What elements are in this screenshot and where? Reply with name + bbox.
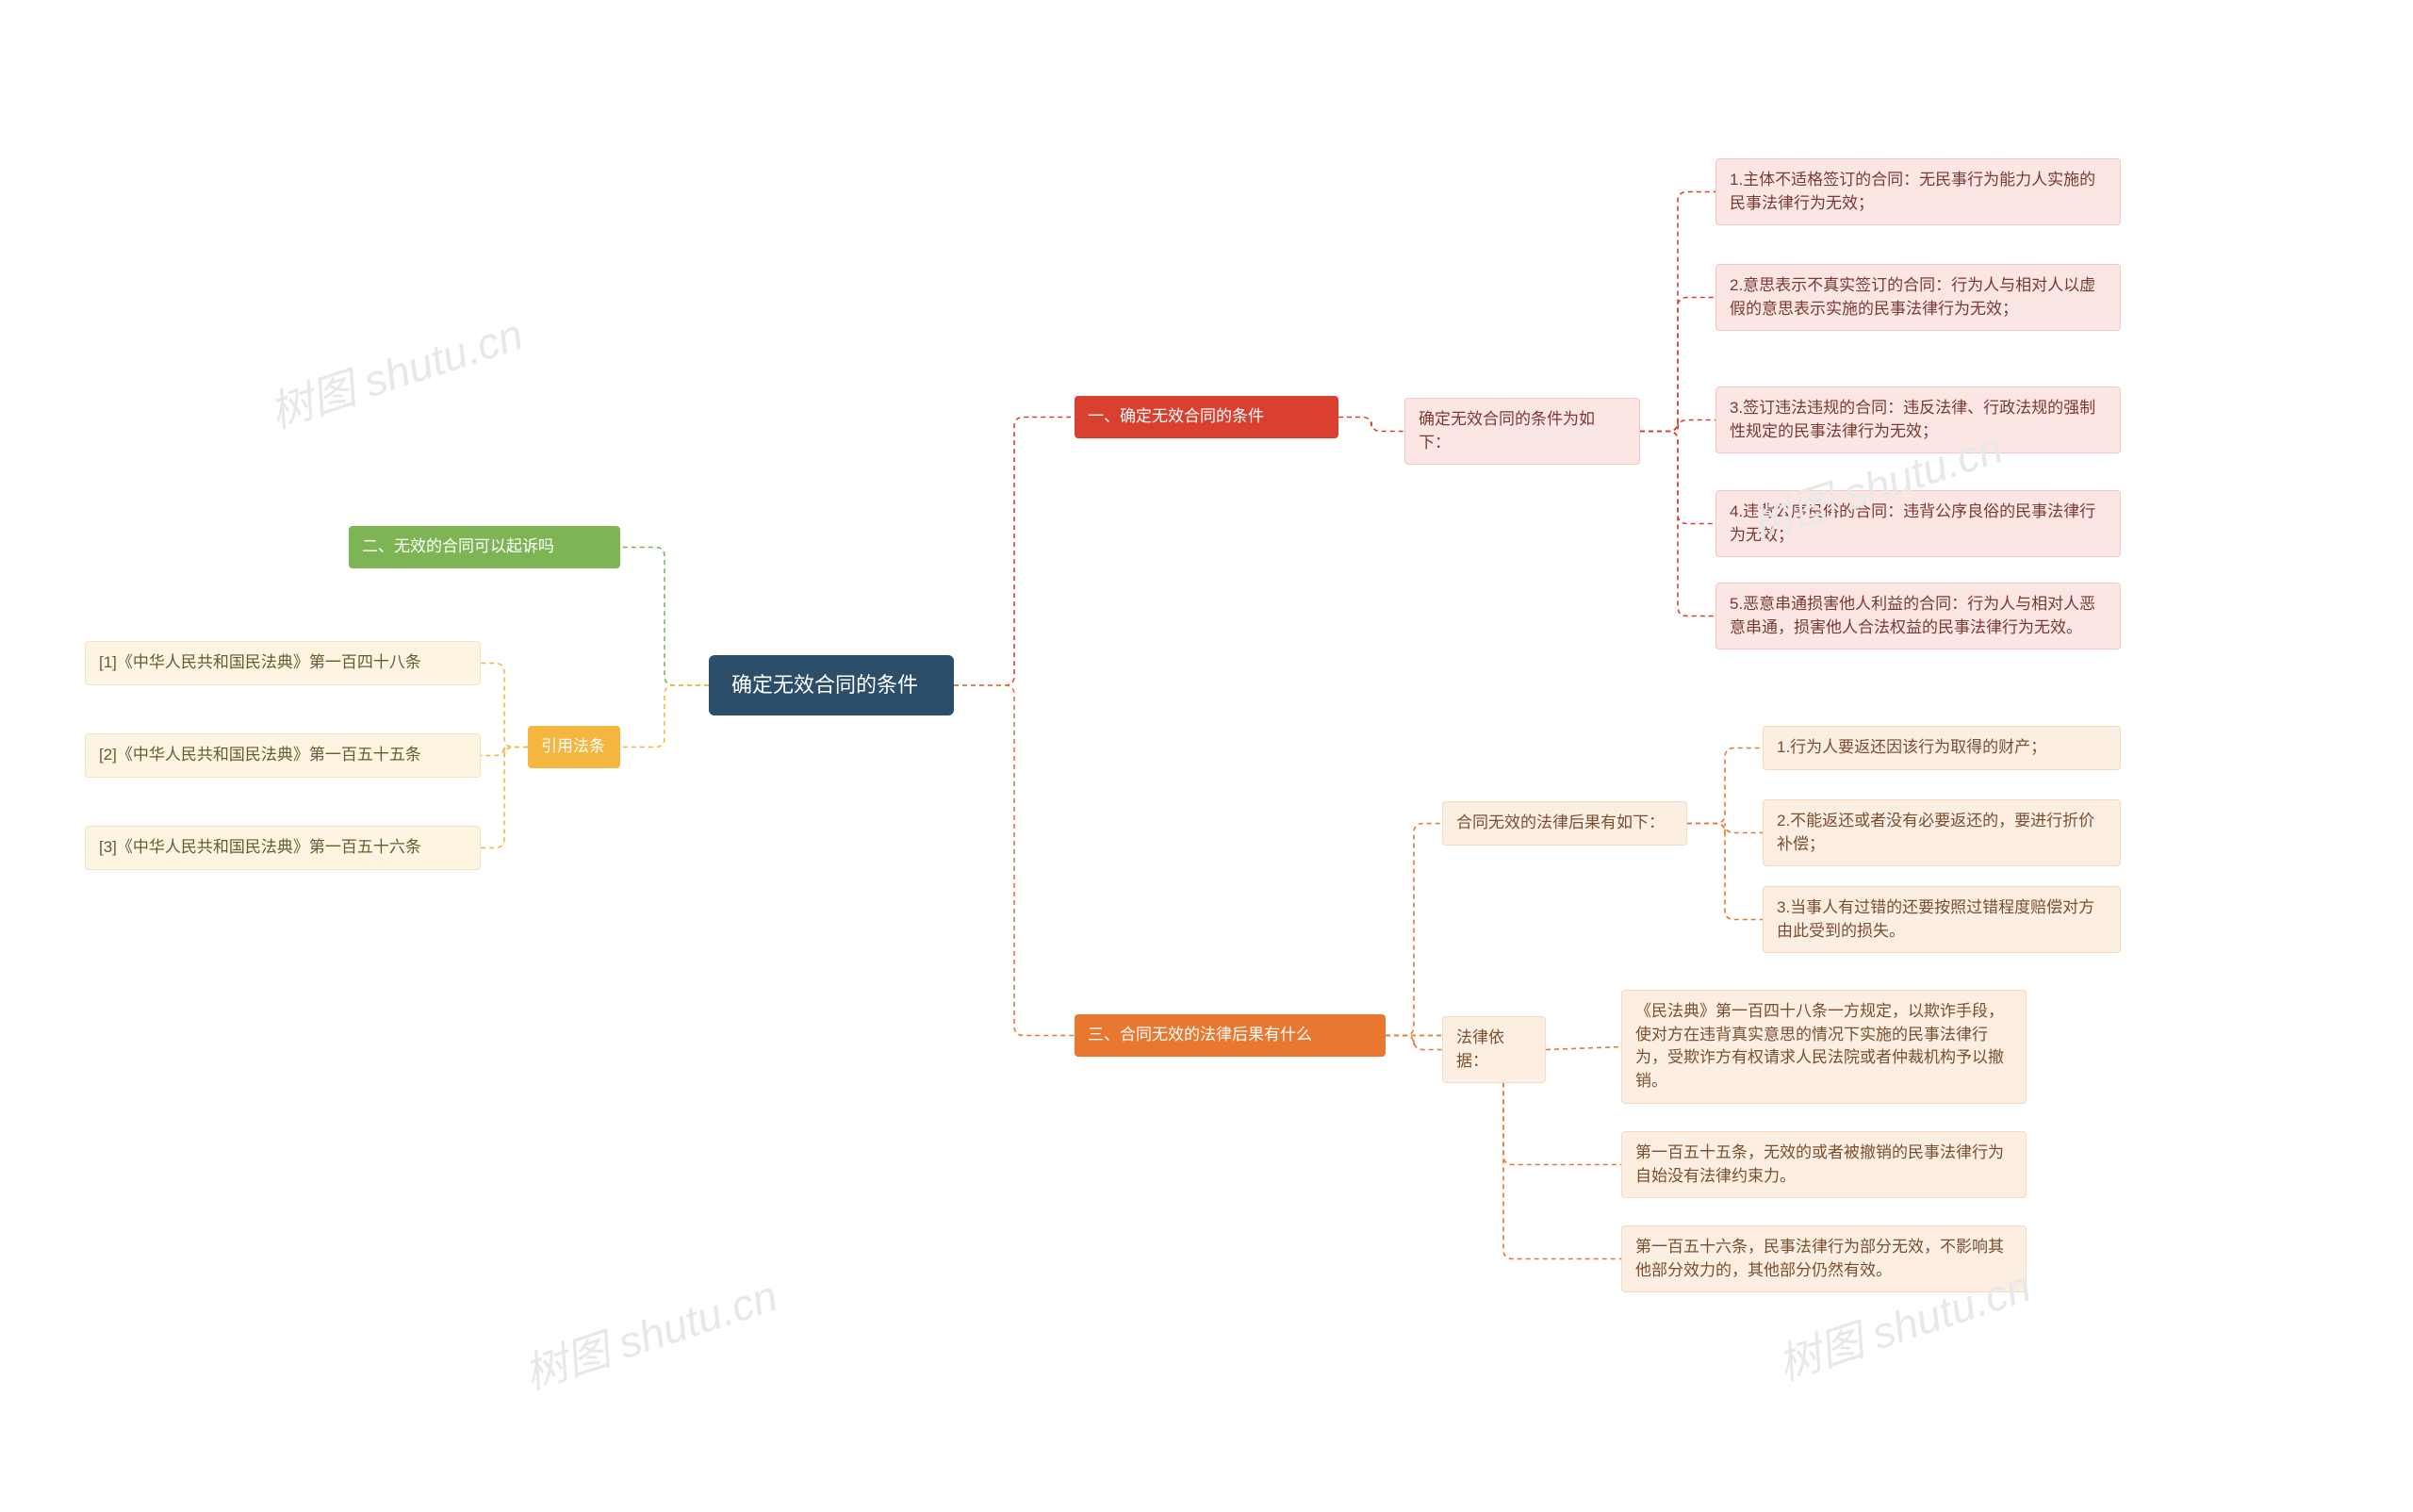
branch-1: 一、确定无效合同的条件	[1075, 396, 1338, 438]
b1-item-5: 5.恶意串通损害他人利益的合同：行为人与相对人恶意串通，损害他人合法权益的民事法…	[1715, 583, 2121, 649]
b3-sub1: 合同无效的法律后果有如下：	[1442, 801, 1687, 846]
b1-item-3: 3.签订违法违规的合同：违反法律、行政法规的强制性规定的民事法律行为无效；	[1715, 386, 2121, 453]
b3-sub2-item-2: 第一百五十五条，无效的或者被撤销的民事法律行为自始没有法律约束力。	[1621, 1131, 2027, 1198]
ref-item-3: [3]《中华人民共和国民法典》第一百五十六条	[85, 826, 481, 870]
b3-sub1-item-2: 2.不能返还或者没有必要返还的，要进行折价补偿；	[1763, 799, 2121, 866]
ref-item-2: [2]《中华人民共和国民法典》第一百五十五条	[85, 733, 481, 778]
b3-sub2-item-3: 第一百五十六条，民事法律行为部分无效，不影响其他部分效力的，其他部分仍然有效。	[1621, 1225, 2027, 1292]
branch-references: 引用法条	[528, 726, 620, 768]
watermark: 树图 shutu.cn	[516, 1262, 784, 1403]
b3-sub1-item-1: 1.行为人要返还因该行为取得的财产；	[1763, 726, 2121, 770]
ref-item-1: [1]《中华人民共和国民法典》第一百四十八条	[85, 641, 481, 685]
b3-sub2: 法律依据：	[1442, 1016, 1546, 1083]
branch-3: 三、合同无效的法律后果有什么	[1075, 1014, 1386, 1057]
b1-item-2: 2.意思表示不真实签订的合同：行为人与相对人以虚假的意思表示实施的民事法律行为无…	[1715, 264, 2121, 331]
root-node: 确定无效合同的条件	[709, 655, 954, 715]
branch-2: 二、无效的合同可以起诉吗	[349, 526, 620, 568]
b3-sub1-item-3: 3.当事人有过错的还要按照过错程度赔偿对方由此受到的损失。	[1763, 886, 2121, 953]
b1-item-4: 4.违背公序良俗的合同：违背公序良俗的民事法律行为无效；	[1715, 490, 2121, 557]
watermark: 树图 shutu.cn	[261, 301, 530, 441]
b3-sub2-item-1: 《民法典》第一百四十八条一方规定，以欺诈手段，使对方在违背真实意思的情况下实施的…	[1621, 990, 2027, 1104]
branch-1-sub: 确定无效合同的条件为如下：	[1404, 398, 1640, 465]
b1-item-1: 1.主体不适格签订的合同：无民事行为能力人实施的民事法律行为无效；	[1715, 158, 2121, 225]
